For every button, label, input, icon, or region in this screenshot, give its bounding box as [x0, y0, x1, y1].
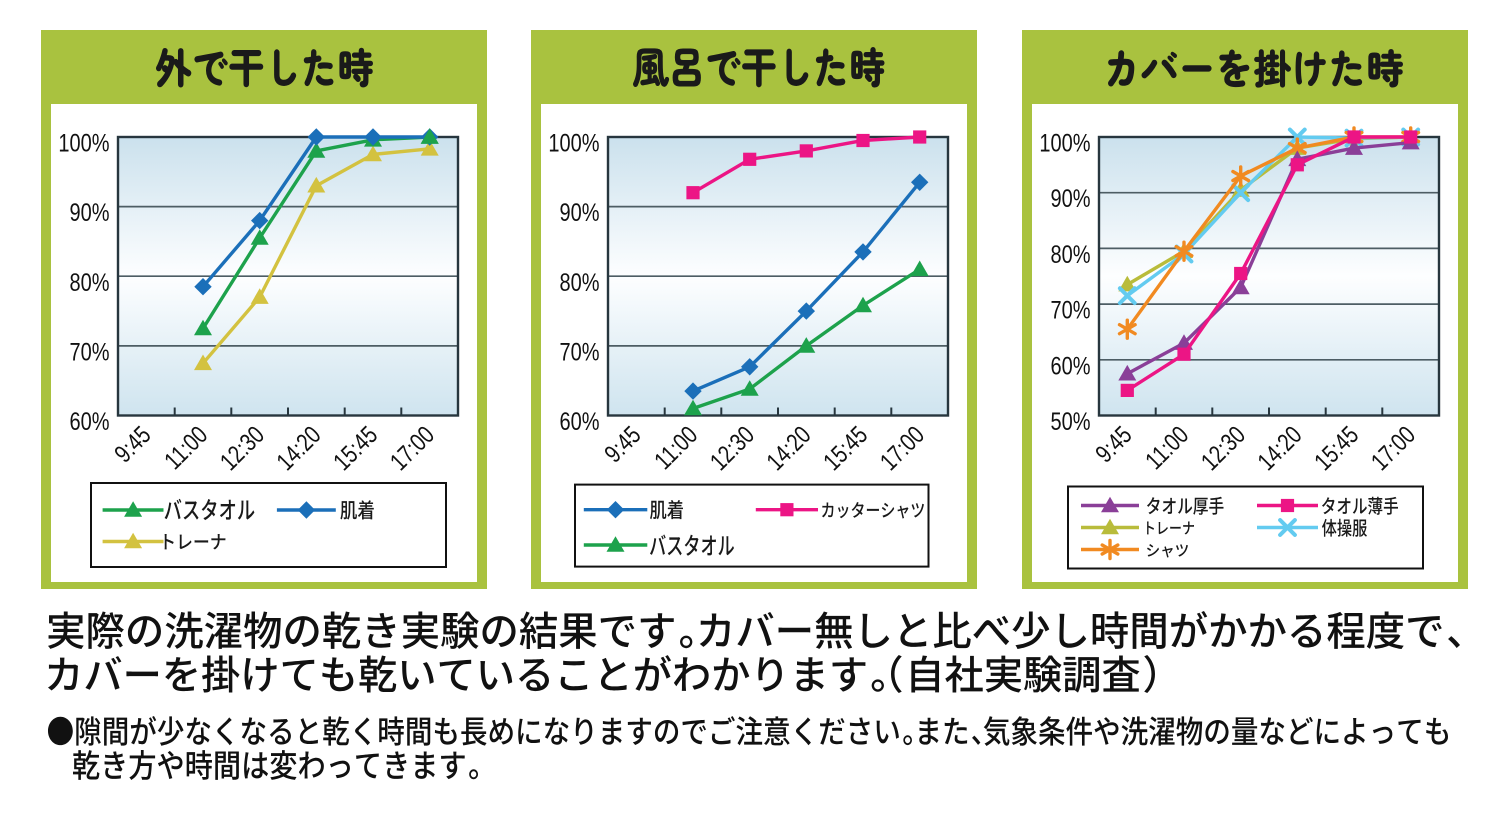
- svg-text:100%: 100%: [58, 129, 109, 157]
- svg-text:80%: 80%: [69, 269, 109, 297]
- svg-text:80%: 80%: [1050, 241, 1090, 269]
- svg-text:100%: 100%: [1039, 129, 1090, 157]
- svg-text:70%: 70%: [69, 338, 109, 366]
- svg-text:60%: 60%: [69, 408, 109, 436]
- svg-text:80%: 80%: [559, 269, 599, 297]
- svg-text:90%: 90%: [1050, 185, 1090, 213]
- svg-text:70%: 70%: [1050, 297, 1090, 325]
- svg-text:70%: 70%: [559, 338, 599, 366]
- svg-text:100%: 100%: [548, 129, 599, 157]
- svg-text:90%: 90%: [559, 199, 599, 227]
- svg-text:50%: 50%: [1050, 408, 1090, 436]
- svg-text:90%: 90%: [69, 199, 109, 227]
- svg-text:60%: 60%: [1050, 352, 1090, 380]
- svg-text:60%: 60%: [559, 408, 599, 436]
